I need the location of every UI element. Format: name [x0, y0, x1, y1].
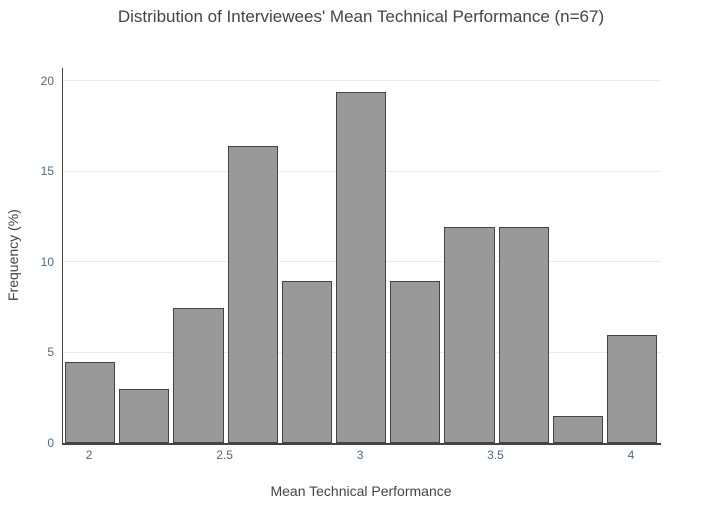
histogram-bar-3.2[interactable] — [390, 280, 441, 443]
y-tick-label-20: 20 — [40, 73, 54, 88]
y-tick-label-0: 0 — [47, 436, 54, 450]
y-tick-label-15: 15 — [40, 164, 54, 179]
histogram-bar-3.4[interactable] — [444, 226, 495, 443]
y-tick-label-5: 5 — [47, 345, 54, 360]
histogram-bar-3.8[interactable] — [552, 416, 603, 443]
histogram-bar-2.4[interactable] — [173, 307, 224, 443]
y-tick-label-10: 10 — [40, 254, 54, 269]
x-axis-title: Mean Technical Performance — [270, 483, 452, 499]
histogram-bar-2.8[interactable] — [281, 280, 332, 443]
x-tick-label-3.5: 3.5 — [487, 448, 504, 462]
histogram-bar-2.6[interactable] — [227, 145, 278, 443]
histogram-bar-2.2[interactable] — [119, 388, 170, 443]
gridline-y-20 — [63, 80, 661, 82]
x-tick-label-2.5: 2.5 — [216, 448, 233, 462]
plot-area — [62, 68, 661, 445]
histogram-bar-2.0[interactable] — [65, 361, 116, 443]
x-tick-label-3: 3 — [356, 448, 364, 462]
chart-title: Distribution of Interviewees' Mean Techn… — [117, 7, 605, 26]
histogram-bar-3.0[interactable] — [335, 91, 387, 443]
x-tick-label-4: 4 — [627, 448, 635, 462]
histogram-bar-4.0[interactable] — [606, 334, 658, 443]
histogram-bar-3.6[interactable] — [498, 226, 549, 443]
x-tick-label-2: 2 — [85, 448, 93, 462]
